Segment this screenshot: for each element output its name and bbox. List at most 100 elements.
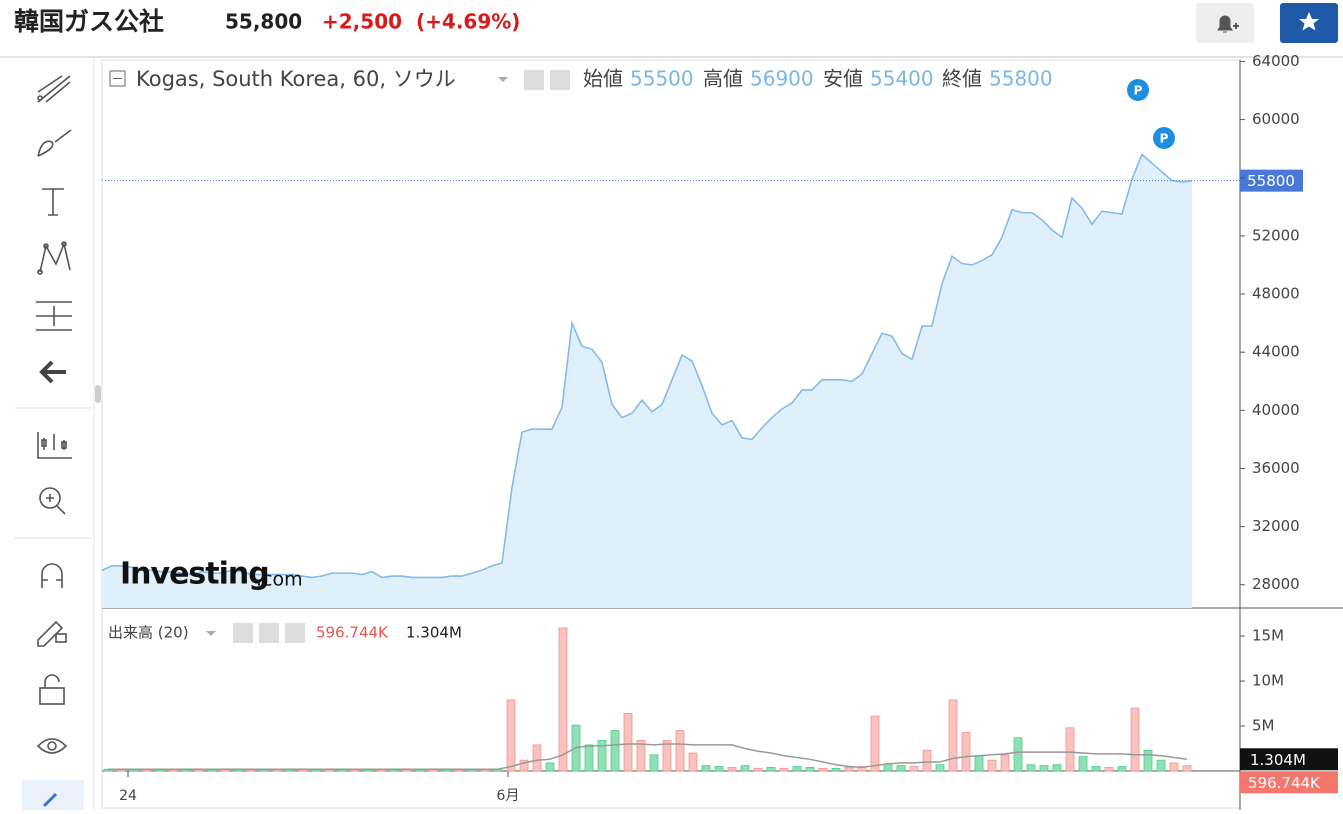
volume-bar: [688, 752, 698, 772]
stock-price: 55,800: [225, 10, 302, 34]
y-tick-label: 64000: [1252, 52, 1300, 70]
volume-bar: [1182, 765, 1192, 772]
volume-bar: [545, 762, 555, 772]
volume-bar: [987, 759, 997, 772]
collapse-button[interactable]: [109, 70, 126, 87]
volume-bar: [675, 730, 685, 772]
last-price-tag: [1240, 169, 1303, 192]
volume-bar: [1169, 762, 1179, 772]
trend-tool[interactable]: [37, 75, 71, 103]
ohlc-label: 安値: [823, 67, 863, 91]
volume-settings-button[interactable]: [259, 623, 279, 643]
watchlist-button[interactable]: [1280, 3, 1338, 43]
y-tick-label: 10M: [1252, 672, 1284, 690]
volume-bar: [753, 767, 763, 772]
pattern-tool[interactable]: [37, 241, 71, 275]
volume-bar: [1143, 749, 1153, 772]
stock-title: 韓国ガス公社: [14, 7, 164, 36]
magnet-tool[interactable]: [41, 563, 63, 588]
hide-button[interactable]: [524, 70, 544, 90]
lock-draw-tool[interactable]: [37, 620, 67, 647]
watermark-brand: Investing: [120, 557, 269, 592]
volume-bar: [519, 759, 529, 772]
y-tick-label: 60000: [1252, 110, 1300, 128]
volume-bar: [714, 766, 724, 772]
visibility-tool[interactable]: [36, 738, 68, 754]
volume-bar: [1117, 766, 1127, 772]
y-tick-label: 52000: [1252, 226, 1300, 244]
y-tick-label: 36000: [1252, 459, 1300, 477]
volume-bar: [1000, 754, 1010, 772]
volume-bar: [1039, 765, 1049, 772]
x-tick-label: 6月: [497, 788, 520, 804]
back-tool[interactable]: [39, 360, 66, 384]
alert-button[interactable]: [1196, 3, 1254, 43]
volume-bar: [506, 699, 516, 772]
volume-bar: [961, 731, 971, 772]
volume-bar: [636, 740, 646, 772]
volume-bar: [792, 766, 802, 772]
volume-bar: [870, 715, 880, 772]
zoom-tool[interactable]: [39, 487, 66, 515]
x-tick-label: 24: [119, 788, 137, 804]
ohlc-label: 始値: [583, 67, 623, 91]
marker-badge[interactable]: [1153, 127, 1175, 149]
ma-tag-label: 1.304M: [1250, 751, 1306, 769]
volume-bar: [623, 713, 633, 772]
volume-bar: [649, 754, 659, 772]
y-tick-label: 5M: [1252, 717, 1275, 735]
y-tick-label: 44000: [1252, 343, 1300, 361]
chart-title: Kogas, South Korea, 60, ソウル: [136, 67, 456, 91]
volume-ma-legend-value: 1.304M: [406, 624, 462, 642]
header-bar: [0, 0, 1343, 56]
volume-bar: [935, 764, 945, 772]
text-tool[interactable]: [42, 188, 64, 216]
volume-bar: [1026, 764, 1036, 772]
settings-button[interactable]: [550, 70, 570, 90]
volume-tag: [1240, 771, 1338, 794]
volume-bar: [857, 766, 867, 772]
volume-bar: [974, 755, 984, 772]
volume-bar: [1013, 737, 1023, 772]
volume-bar: [532, 744, 542, 772]
volume-dropdown[interactable]: [206, 631, 216, 636]
volume-ma-line: [108, 743, 1188, 770]
fib-tool[interactable]: [36, 301, 72, 331]
price-area: [102, 154, 1192, 608]
y-tick-label: 15M: [1252, 627, 1284, 645]
ohlc-label: 高値: [703, 67, 743, 91]
volume-bar: [948, 699, 958, 772]
ohlc-value: 55500: [630, 67, 694, 91]
marker-badge[interactable]: [1127, 79, 1149, 101]
price-line: [101, 153, 1193, 579]
volume-bar: [844, 767, 854, 772]
y-tick-label: 48000: [1252, 285, 1300, 303]
link-icon: [42, 792, 58, 808]
y-tick-label: 32000: [1252, 517, 1300, 535]
lock-tool[interactable]: [39, 674, 65, 705]
volume-bar: [1156, 759, 1166, 772]
volume-bar: [909, 766, 919, 772]
volume-bar: [1091, 766, 1101, 772]
volume-bar: [805, 767, 815, 772]
volume-bar: [1130, 707, 1140, 772]
stock-change-pct: (+4.69%): [416, 10, 520, 34]
ma-tag: [1240, 748, 1338, 771]
volume-bar: [922, 749, 932, 772]
symbol-dropdown[interactable]: [498, 77, 508, 82]
volume-remove-button[interactable]: [285, 623, 305, 643]
volume-title: 出来高 (20): [108, 624, 189, 642]
ohlc-label: 終値: [942, 67, 982, 91]
volume-bar: [584, 744, 594, 772]
volume-hide-button[interactable]: [233, 623, 253, 643]
indicator-tool[interactable]: [37, 432, 72, 459]
volume-bar: [766, 767, 776, 772]
brush-tool[interactable]: [37, 129, 72, 157]
volume-bar: [558, 627, 568, 772]
volume-bar: [610, 730, 620, 772]
y-tick-label: 28000: [1252, 575, 1300, 593]
toolbar-handle[interactable]: [95, 385, 101, 403]
y-tick-label: 40000: [1252, 401, 1300, 419]
